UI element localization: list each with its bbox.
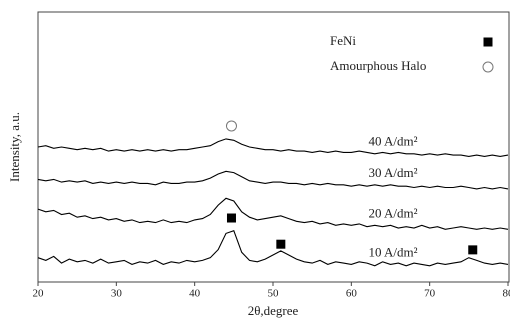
legend-label: FeNi	[330, 33, 356, 48]
x-tick-label: 40	[189, 288, 201, 300]
series-label: 40 A/dm²	[369, 134, 418, 149]
x-tick-label: 30	[111, 288, 123, 300]
marker-circle	[225, 120, 237, 132]
y-axis-label: Intensity, a.u.	[7, 112, 22, 182]
legend-symbol	[482, 61, 494, 73]
series-label: 20 A/dm²	[369, 205, 418, 220]
x-tick-label: 80	[503, 288, 510, 300]
series-label: 10 A/dm²	[369, 244, 418, 259]
plot-frame	[37, 11, 510, 283]
marker-square	[276, 239, 286, 249]
series-label: 30 A/dm²	[369, 165, 418, 180]
marker-square	[468, 245, 478, 255]
legend-label: Amourphous Halo	[330, 58, 426, 73]
series-line	[37, 197, 509, 230]
series-line	[37, 138, 509, 157]
x-tick-label: 50	[268, 288, 280, 300]
series-line	[37, 170, 509, 190]
legend-symbol	[483, 37, 493, 47]
x-axis-label: 2θ,degree	[248, 303, 299, 318]
series-line	[37, 230, 509, 267]
x-tick-label: 60	[346, 288, 358, 300]
marker-square	[226, 213, 236, 223]
x-tick-label: 20	[33, 288, 45, 300]
x-tick-label: 70	[424, 288, 436, 300]
